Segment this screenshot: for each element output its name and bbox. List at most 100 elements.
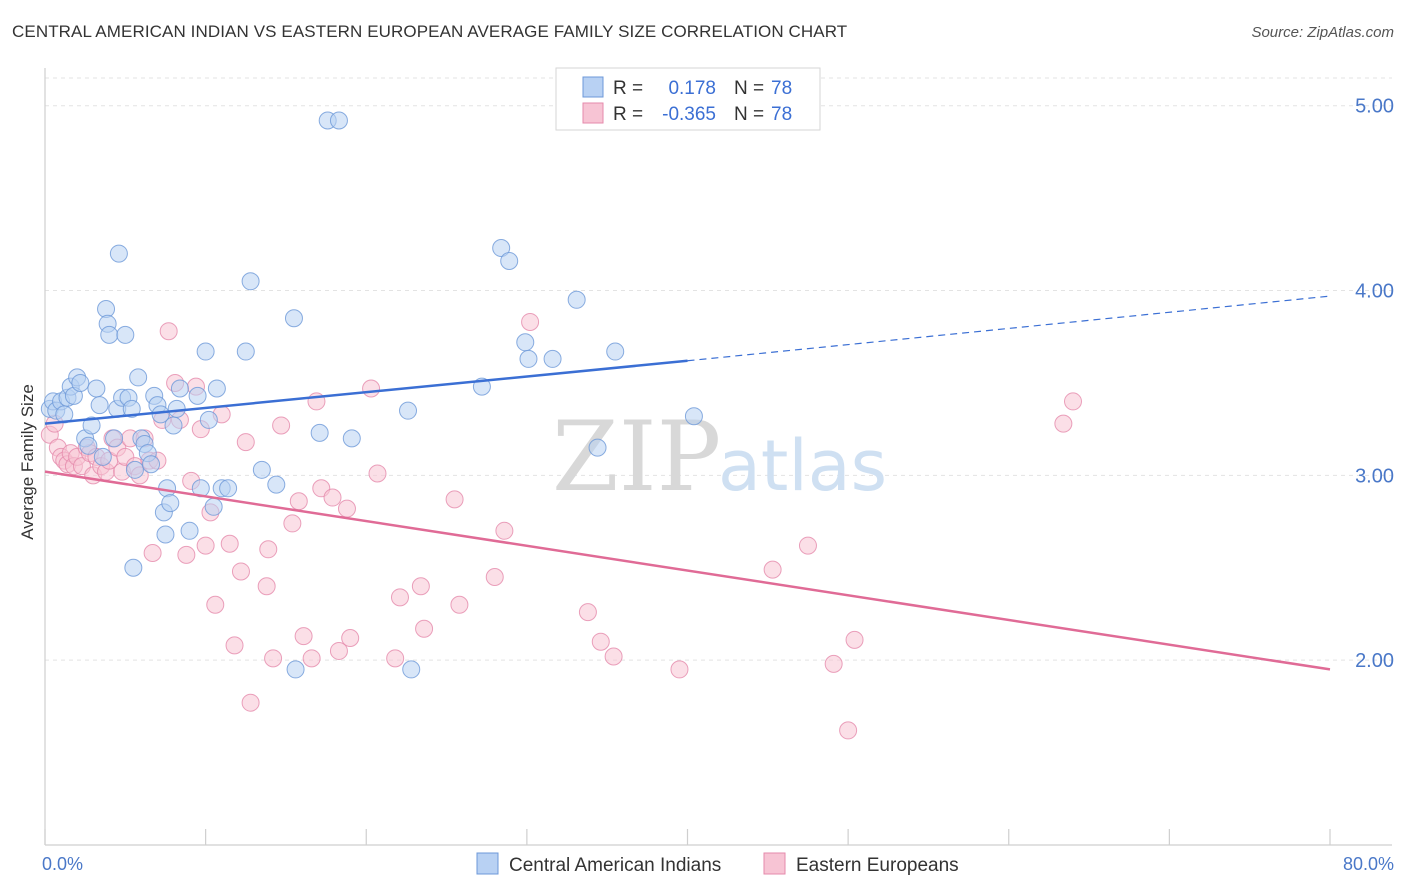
y-tick-label-3: 5.00 bbox=[1355, 96, 1394, 118]
eastern-europeans-point-64 bbox=[415, 619, 434, 638]
central-american-indians-point-26 bbox=[124, 558, 143, 577]
central-american-indians-point-73 bbox=[684, 407, 703, 426]
eastern-europeans-point-74 bbox=[763, 560, 782, 579]
bottom-legend-swatch-pink bbox=[763, 852, 786, 875]
eastern-europeans-point-73 bbox=[670, 660, 689, 679]
trend-lines bbox=[44, 295, 1331, 671]
central-american-indians-point-37 bbox=[156, 525, 175, 544]
eastern-europeans-point-72 bbox=[604, 647, 623, 666]
eastern-europeans-point-79 bbox=[1054, 414, 1073, 433]
legend-r-value-pink: -0.365 bbox=[662, 104, 716, 125]
central-american-indians-point-11 bbox=[79, 436, 98, 455]
eastern-europeans-point-77 bbox=[839, 721, 858, 740]
eastern-europeans-point-57 bbox=[337, 499, 356, 518]
central-american-indians-point-47 bbox=[199, 410, 218, 429]
eastern-europeans-point-62 bbox=[390, 588, 409, 607]
central-american-indians-point-41 bbox=[167, 399, 186, 418]
central-american-indians-point-62 bbox=[399, 401, 418, 420]
eastern-europeans-point-32 bbox=[177, 545, 196, 564]
eastern-europeans-point-45 bbox=[257, 577, 276, 596]
eastern-europeans-point-43 bbox=[236, 433, 255, 452]
central-american-indians-point-66 bbox=[500, 251, 519, 270]
eastern-europeans-point-65 bbox=[445, 490, 464, 509]
eastern-europeans-point-80 bbox=[1064, 392, 1082, 411]
eastern-europeans-point-49 bbox=[283, 514, 302, 533]
series-eastern-europeans bbox=[40, 312, 1082, 740]
central-american-indians-point-12 bbox=[82, 416, 101, 435]
central-american-indians-point-68 bbox=[519, 349, 538, 368]
eastern-europeans-point-70 bbox=[578, 603, 597, 622]
legend-n-value-pink: 78 bbox=[771, 104, 792, 125]
central-american-indians-point-19 bbox=[105, 429, 124, 448]
eastern-europeans-point-47 bbox=[264, 649, 283, 668]
eastern-europeans-point-56 bbox=[329, 641, 348, 660]
trend-line-blue bbox=[44, 359, 688, 425]
central-american-indians-point-28 bbox=[129, 368, 148, 387]
watermark-atlas: atlas bbox=[718, 425, 887, 507]
central-american-indians-point-40 bbox=[164, 416, 183, 435]
central-american-indians-point-14 bbox=[90, 396, 109, 415]
central-american-indians-point-43 bbox=[180, 521, 199, 540]
eastern-europeans-point-59 bbox=[362, 379, 381, 398]
legend-r-label-blue: R = bbox=[613, 78, 643, 99]
eastern-europeans-point-38 bbox=[206, 595, 225, 614]
central-american-indians-point-42 bbox=[170, 379, 189, 398]
bottom-legend-label-pink: Eastern Europeans bbox=[796, 855, 959, 876]
chart-title: CENTRAL AMERICAN INDIAN VS EASTERN EUROP… bbox=[12, 22, 848, 41]
central-american-indians-point-55 bbox=[267, 475, 286, 494]
central-american-indians-point-48 bbox=[204, 497, 223, 516]
eastern-europeans-point-36 bbox=[196, 536, 215, 555]
x-tick-label-max: 80.0% bbox=[1343, 854, 1394, 874]
eastern-europeans-point-44 bbox=[241, 693, 260, 712]
eastern-europeans-point-46 bbox=[259, 540, 278, 559]
central-american-indians-point-21 bbox=[109, 244, 128, 263]
central-american-indians-point-67 bbox=[516, 333, 535, 352]
eastern-europeans-point-76 bbox=[824, 654, 843, 673]
eastern-europeans-point-58 bbox=[341, 629, 360, 648]
central-american-indians-point-54 bbox=[252, 460, 271, 479]
trend-line-pink bbox=[44, 470, 1331, 671]
central-american-indians-point-18 bbox=[100, 325, 119, 344]
eastern-europeans-point-42 bbox=[231, 562, 250, 581]
central-american-indians-point-65 bbox=[492, 239, 511, 258]
eastern-europeans-point-68 bbox=[495, 521, 514, 540]
legend-r-value-blue: 0.178 bbox=[668, 78, 716, 99]
legend-r-label-pink: R = bbox=[613, 104, 643, 125]
legend-n-label-blue: N = bbox=[734, 78, 764, 99]
central-american-indians-point-56 bbox=[284, 309, 303, 328]
central-american-indians-point-70 bbox=[567, 290, 586, 309]
legend-n-label-pink: N = bbox=[734, 104, 764, 125]
central-american-indians-point-69 bbox=[543, 349, 562, 368]
source-label: Source: ZipAtlas.com bbox=[1251, 24, 1394, 41]
eastern-europeans-point-60 bbox=[368, 464, 387, 483]
eastern-europeans-point-66 bbox=[450, 595, 469, 614]
central-american-indians-point-53 bbox=[241, 272, 260, 291]
central-american-indians-point-46 bbox=[196, 342, 215, 361]
eastern-europeans-point-26 bbox=[143, 543, 162, 562]
eastern-europeans-point-41 bbox=[225, 636, 244, 655]
y-tick-label-2: 4.00 bbox=[1355, 281, 1394, 303]
eastern-europeans-point-78 bbox=[845, 630, 864, 649]
central-american-indians-point-51 bbox=[219, 479, 238, 498]
central-american-indians-point-60 bbox=[329, 111, 348, 130]
bottom-legend-swatch-blue bbox=[476, 852, 499, 875]
eastern-europeans-point-29 bbox=[159, 322, 178, 341]
central-american-indians-point-71 bbox=[588, 438, 607, 457]
eastern-europeans-point-69 bbox=[521, 312, 540, 331]
y-tick-label-0: 2.00 bbox=[1355, 650, 1394, 672]
bottom-legend: Central American Indians Eastern Europea… bbox=[476, 852, 959, 876]
x-tick-label-min: 0.0% bbox=[42, 854, 83, 874]
watermark: ZIP atlas bbox=[552, 401, 887, 513]
central-american-indians-point-52 bbox=[236, 342, 255, 361]
central-american-indians-point-32 bbox=[142, 455, 161, 474]
central-american-indians-point-27 bbox=[125, 460, 144, 479]
central-american-indians-point-13 bbox=[87, 379, 106, 398]
eastern-europeans-point-63 bbox=[411, 577, 430, 596]
eastern-europeans-point-52 bbox=[302, 649, 321, 668]
central-american-indians-point-58 bbox=[310, 423, 329, 442]
eastern-europeans-point-61 bbox=[386, 649, 405, 668]
central-american-indians-point-57 bbox=[286, 660, 305, 679]
central-american-indians-point-15 bbox=[93, 447, 112, 466]
y-tick-label-1: 3.00 bbox=[1355, 465, 1394, 487]
central-american-indians-point-61 bbox=[342, 429, 361, 448]
